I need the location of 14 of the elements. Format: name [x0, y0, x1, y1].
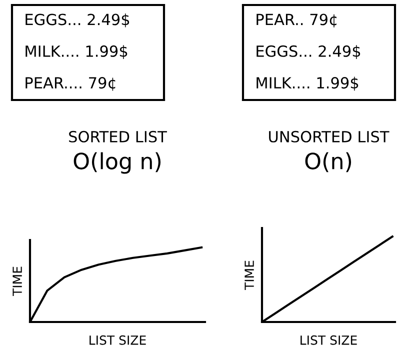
- y-axis-title: TIME: [12, 266, 22, 296]
- x-axis-title: LIST SIZE: [300, 335, 357, 345]
- chart-title: UNSORTED LIST: [269, 130, 390, 142]
- y-axis-title: TIME: [244, 260, 254, 290]
- x-axis-title: LIST SIZE: [90, 335, 146, 345]
- chart-subtitle: O(n): [305, 152, 352, 172]
- text: EGGS... 2.49$: [256, 45, 360, 59]
- text: MILK.... 1.99$: [26, 45, 128, 59]
- text: MILK.... 1.99$: [256, 76, 358, 91]
- text: EGGS... 2.49$: [26, 13, 130, 28]
- chart-title: SORTED LIST: [69, 130, 167, 142]
- chart-subtitle: O(log n): [74, 152, 161, 174]
- text: PEAR.. 79¢: [256, 14, 336, 28]
- text: PEAR.... 79¢: [26, 77, 116, 91]
